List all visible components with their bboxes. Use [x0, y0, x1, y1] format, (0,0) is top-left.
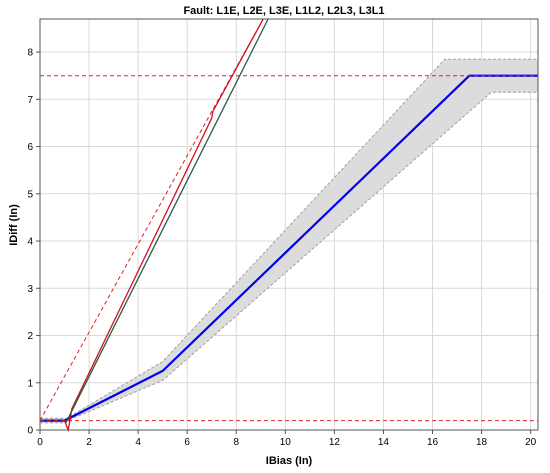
y-tick-label-7: 7 — [27, 95, 33, 106]
x-axis-label: IBias (In) — [266, 455, 313, 467]
chart-title: Fault: L1E, L2E, L3E, L1L2, L2L3, L3L1 — [183, 5, 384, 17]
y-tick-label-6: 6 — [27, 142, 33, 153]
y-tick-label-0: 0 — [27, 426, 33, 437]
y-tick-label-5: 5 — [27, 189, 33, 200]
x-axis-ticks: 0 2 4 6 8 10 12 14 16 18 20 — [37, 430, 537, 448]
tolerance-band — [40, 58, 538, 424]
x-tick-label-8: 16 — [427, 437, 439, 448]
x-tick-label-5: 10 — [280, 437, 292, 448]
tolerance-upper-edge — [40, 58, 538, 419]
series-group — [39, 18, 538, 433]
tolerance-lower-edge — [40, 91, 538, 424]
green-curve-line — [65, 18, 269, 424]
characteristic-line — [40, 74, 538, 422]
y-tick-label-8: 8 — [27, 48, 33, 59]
x-tick-label-3: 6 — [184, 437, 190, 448]
y-tick-label-3: 3 — [27, 284, 33, 295]
x-tick-label-10: 20 — [525, 437, 537, 448]
tolerance-band-area — [40, 59, 538, 423]
y-tick-label-1: 1 — [27, 378, 33, 389]
y-axis-label: IDiff (In) — [8, 204, 20, 246]
x-tick-label-4: 8 — [233, 437, 239, 448]
x-tick-label-2: 4 — [135, 437, 141, 448]
plot-frame — [39, 18, 539, 431]
red-curve-line — [63, 18, 264, 433]
y-tick-label-2: 2 — [27, 331, 33, 342]
x-tick-label-9: 18 — [476, 437, 488, 448]
x-tick-label-6: 12 — [329, 437, 341, 448]
y-axis-ticks: 0 1 2 3 4 5 6 7 8 — [27, 48, 40, 437]
x-tick-label-1: 2 — [86, 437, 92, 448]
x-tick-label-7: 14 — [378, 437, 390, 448]
x-tick-label-0: 0 — [37, 437, 43, 448]
y-tick-label-4: 4 — [27, 237, 33, 248]
